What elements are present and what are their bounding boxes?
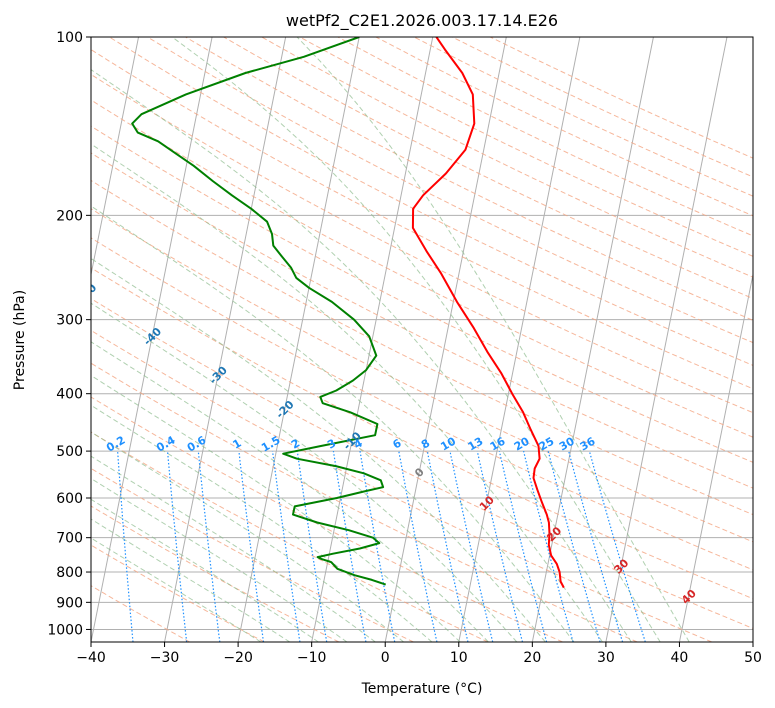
temperature-profile (411, 37, 565, 589)
x-tick-label: 50 (744, 650, 762, 666)
x-tick-label: 0 (381, 650, 390, 666)
y-tick-label: 200 (56, 208, 83, 224)
dry-adiabat (91, 208, 753, 543)
x-tick-label: 10 (450, 650, 468, 666)
dry-adiabat (185, 37, 753, 321)
moist-adiabat (91, 143, 603, 642)
plot-frame (90, 36, 754, 643)
y-tick-label: 1000 (47, 622, 83, 638)
x-tick-label: 40 (671, 650, 689, 666)
y-tick-label: 900 (56, 595, 83, 611)
x-tick-label: −40 (76, 650, 106, 666)
dewpoint-profile (131, 37, 387, 586)
y-tick-label: 400 (56, 387, 83, 403)
y-axis-label: Pressure (hPa) (12, 290, 28, 390)
chart-title: wetPf2_C2E1.2026.003.17.14.E26 (286, 11, 558, 31)
y-tick-label: 500 (56, 444, 83, 460)
mixing-ratio-line (568, 450, 624, 642)
mixing-ratio-line (547, 450, 601, 642)
moist-adiabat (91, 257, 546, 642)
isotherm-gridline (678, 271, 753, 642)
isotherm-gridline (311, 37, 434, 642)
isotherm-gridline (91, 37, 140, 278)
dry-adiabat (223, 37, 753, 300)
y-tick-label: 100 (56, 30, 83, 46)
isotherm-gridline (91, 37, 213, 642)
moist-adiabat (91, 374, 461, 642)
moist-adiabat (296, 37, 690, 642)
moist-adiabat (91, 341, 489, 642)
dry-adiabat (91, 237, 753, 571)
mixing-ratio-line (523, 450, 574, 642)
moist-adiabat (91, 455, 376, 642)
y-axis: 100 200 300 400 500 600 700 800 900 1000 (47, 30, 91, 638)
dry-adiabat (91, 431, 489, 642)
dry-adiabat (91, 396, 563, 642)
isotherm-gridline (164, 37, 287, 642)
y-tick-label: 300 (56, 313, 83, 329)
x-tick-label: 30 (597, 650, 615, 666)
mixing-ratio-line (117, 451, 134, 642)
mixing-ratio-line (449, 450, 494, 642)
isotherm-gridline (458, 37, 581, 642)
moist-adiabat (171, 37, 661, 642)
dry-adiabat (91, 329, 712, 642)
x-axis-label: Temperature (°C) (361, 681, 483, 697)
isotherm-gridline (237, 37, 360, 642)
moist-adiabat (91, 431, 404, 642)
dry-adiabat (91, 267, 753, 600)
mixing-ratio-line (398, 450, 438, 642)
mixing-ratio-line (476, 450, 524, 642)
isotherm-gridline (384, 37, 507, 642)
dry-adiabat (91, 152, 753, 489)
dry-adiabat (91, 467, 414, 642)
x-tick-label: −20 (223, 650, 253, 666)
mixing-ratio-line (426, 450, 469, 642)
moist-adiabat (91, 498, 319, 642)
dry-adiabat (91, 48, 753, 390)
y-tick-label: 700 (56, 531, 83, 547)
mixing-ratio-line (498, 450, 548, 642)
isotherm-gridline (531, 37, 654, 642)
dry-adiabat (91, 179, 753, 516)
dry-adiabat (109, 37, 753, 366)
moist-adiabat (91, 537, 262, 642)
x-tick-label: 20 (523, 650, 541, 666)
y-tick-label: 600 (56, 491, 83, 507)
moist-adiabat (91, 302, 518, 642)
mixing-ratio-line (166, 451, 188, 642)
mixing-ratio-line (588, 450, 646, 642)
moist-adiabat (91, 69, 632, 642)
dry-adiabat (91, 544, 265, 642)
x-axis: −40 −30 −20 −10 0 10 20 30 40 50 (76, 642, 762, 666)
dry-adiabat (147, 37, 753, 344)
x-tick-label: −30 (150, 650, 180, 666)
moist-adiabat (91, 477, 348, 642)
y-tick-label: 800 (56, 565, 83, 581)
moist-adiabat (91, 205, 575, 642)
moist-adiabat (91, 404, 433, 642)
x-tick-label: −10 (297, 650, 327, 666)
isotherm-label: -50 (76, 281, 99, 304)
